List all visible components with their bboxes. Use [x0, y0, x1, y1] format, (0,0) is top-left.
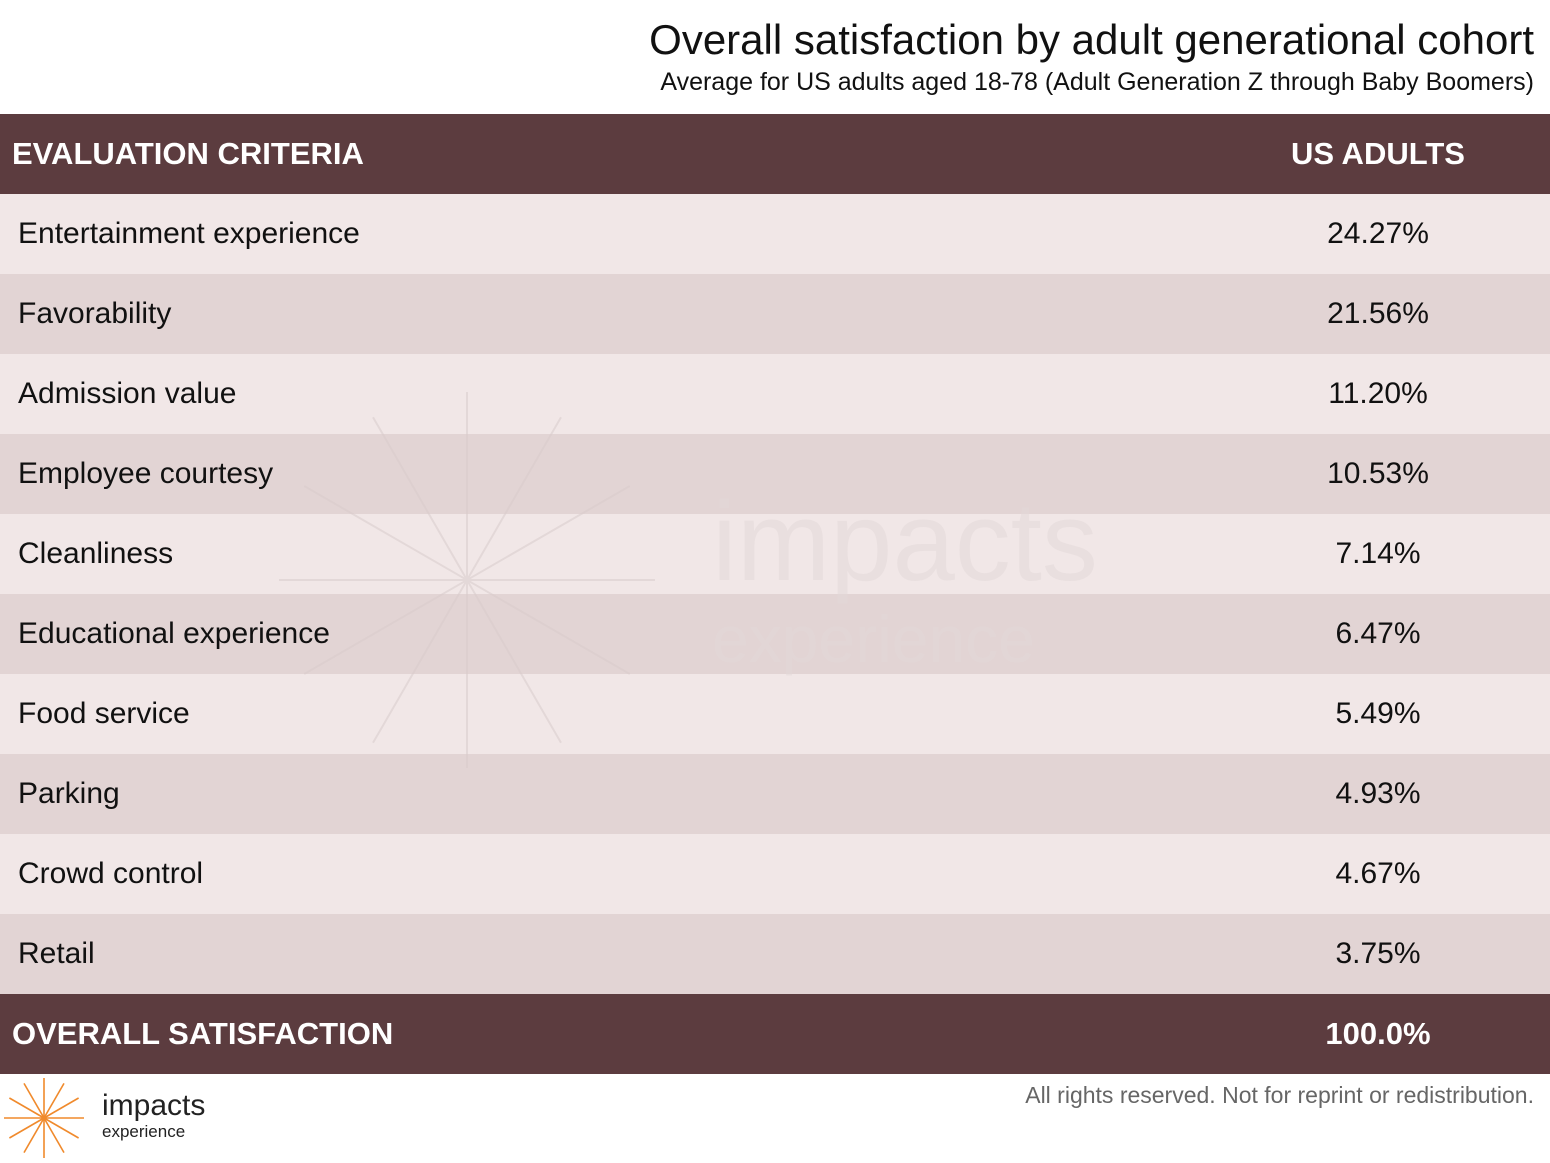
- total-value: 100.0%: [1325, 1016, 1431, 1051]
- row-value: 21.56%: [1327, 297, 1429, 330]
- table-row: Favorability 21.56%: [0, 274, 1550, 354]
- column-header-us-adults: US ADULTS: [1291, 136, 1465, 171]
- row-value: 24.27%: [1327, 217, 1429, 250]
- row-label: Crowd control: [18, 857, 204, 890]
- chart-subtitle: Average for US adults aged 18-78 (Adult …: [660, 68, 1534, 96]
- satisfaction-table: EVALUATION CRITERIA US ADULTS Entertainm…: [0, 114, 1550, 1074]
- total-label: OVERALL SATISFACTION: [12, 1016, 394, 1051]
- table-row: Entertainment experience 24.27%: [0, 194, 1550, 274]
- table-row: Parking 4.93%: [0, 754, 1550, 834]
- starburst-icon: [4, 1078, 84, 1158]
- column-header-criteria: EVALUATION CRITERIA: [12, 136, 364, 171]
- row-label: Cleanliness: [18, 537, 174, 570]
- table-body: Entertainment experience 24.27% Favorabili…: [0, 194, 1550, 994]
- row-value: 3.75%: [1335, 937, 1421, 970]
- logo-wordmark: impacts: [102, 1089, 206, 1122]
- row-label: Parking: [18, 777, 120, 810]
- row-value: 4.67%: [1335, 857, 1421, 890]
- chart-title: Overall satisfaction by adult generation…: [649, 16, 1534, 63]
- footnote: All rights reserved. Not for reprint or …: [1025, 1082, 1534, 1108]
- table-row: Food service 5.49%: [0, 674, 1550, 754]
- table-row: Educational experience 6.47%: [0, 594, 1550, 674]
- table-row: Employee courtesy 10.53%: [0, 434, 1550, 514]
- row-value: 10.53%: [1327, 457, 1429, 490]
- row-label: Employee courtesy: [18, 457, 274, 490]
- row-label: Educational experience: [18, 617, 330, 650]
- table-header-row: EVALUATION CRITERIA US ADULTS: [0, 114, 1550, 194]
- row-value: 4.93%: [1335, 777, 1421, 810]
- logo-subtitle: experience: [102, 1122, 186, 1141]
- table-row: Crowd control 4.67%: [0, 834, 1550, 914]
- table-row: Admission value 11.20%: [0, 354, 1550, 434]
- row-label: Favorability: [18, 297, 172, 330]
- row-value: 7.14%: [1335, 537, 1421, 570]
- row-label: Entertainment experience: [18, 217, 360, 250]
- table-row: Retail 3.75%: [0, 914, 1550, 994]
- row-label: Retail: [18, 937, 95, 970]
- table-total-row: OVERALL SATISFACTION 100.0%: [0, 994, 1550, 1074]
- table-row: Cleanliness 7.14%: [0, 514, 1550, 594]
- row-value: 6.47%: [1335, 617, 1421, 650]
- row-label: Admission value: [18, 377, 237, 410]
- row-value: 5.49%: [1335, 697, 1421, 730]
- row-label: Food service: [18, 697, 190, 730]
- row-value: 11.20%: [1328, 377, 1428, 410]
